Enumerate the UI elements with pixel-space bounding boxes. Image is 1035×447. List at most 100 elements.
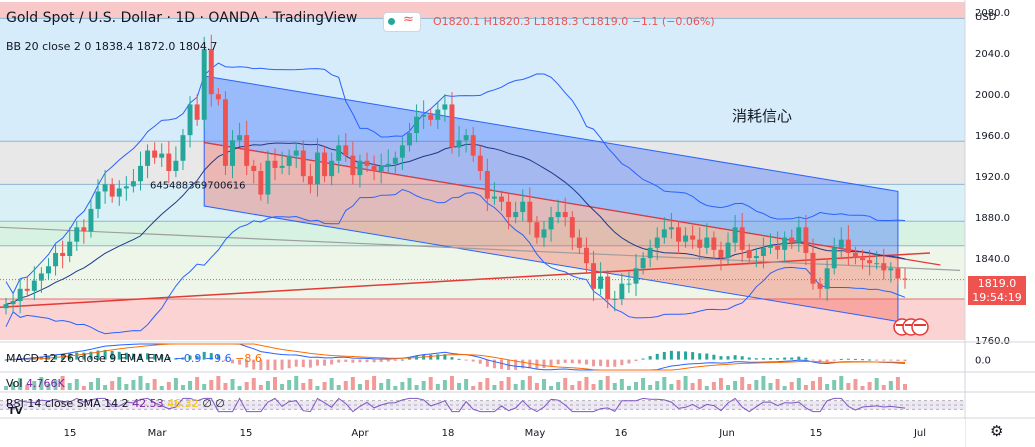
candle-body	[53, 252, 59, 267]
macd-bar	[89, 351, 93, 360]
candle-body	[874, 263, 880, 265]
volume-bar	[272, 377, 277, 390]
time-tick-label: 15	[64, 428, 77, 439]
macd-bar	[330, 359, 334, 365]
candle-body	[60, 252, 66, 257]
candle-body	[392, 157, 398, 164]
bb-legend[interactable]: BB 20 close 2 0 1838.4 1872.0 1804.7	[6, 40, 217, 53]
candle-body	[881, 263, 887, 271]
candle-body	[895, 268, 901, 279]
macd-bar	[797, 356, 801, 360]
volume-bar	[237, 386, 242, 390]
macd-bar	[769, 358, 773, 360]
volume-bar	[775, 379, 780, 390]
candle-body	[251, 165, 257, 171]
volume-bar	[485, 378, 490, 390]
volume-bar	[88, 382, 93, 390]
volume-bar	[223, 383, 228, 390]
macd-bar	[712, 354, 716, 360]
volume-bar	[386, 379, 391, 390]
candle-body	[725, 242, 731, 259]
volume-bar	[464, 379, 469, 390]
macd-bar	[400, 359, 404, 361]
volume-bar	[336, 385, 341, 390]
macd-v2: −9.6	[204, 352, 232, 365]
candle-body	[329, 160, 335, 177]
candle-body	[258, 171, 264, 195]
volume-bar	[648, 385, 653, 390]
macd-bar	[733, 355, 737, 360]
macd-bar	[32, 357, 36, 360]
candle-body	[336, 145, 342, 161]
volume-bar	[442, 380, 447, 390]
price-tick-label: 2040.0	[975, 49, 1010, 60]
candle-body	[562, 211, 568, 218]
rsi-v3: ∅ ∅	[202, 397, 225, 410]
time-tick-label: Jun	[718, 428, 735, 439]
rsi-legend[interactable]: RSI 14 close SMA 14 2 42.53 46.32 ∅ ∅	[6, 397, 225, 410]
candle-body	[640, 258, 646, 269]
candle-body	[548, 217, 554, 230]
macd-bar	[889, 359, 893, 361]
candle-body	[718, 249, 724, 259]
time-tick-label: Jul	[913, 428, 926, 439]
volume-bar	[350, 377, 355, 390]
countdown-label: 19:54:19	[968, 290, 1026, 305]
vol-legend[interactable]: Vol 4.766K	[6, 377, 65, 390]
macd-bar	[436, 354, 440, 360]
macd-bar	[669, 350, 673, 360]
candle-body	[499, 196, 504, 202]
volume-bar	[874, 378, 879, 390]
macd-bar	[365, 359, 369, 363]
time-tick-label: 15	[810, 428, 823, 439]
candle-body	[173, 160, 179, 171]
macd-bar	[500, 359, 504, 370]
candle-body	[456, 140, 462, 148]
candle-body	[569, 217, 575, 238]
volume-bar	[888, 381, 893, 390]
settings-gear-icon[interactable]: ⚙	[990, 422, 1004, 440]
symbol-title[interactable]: Gold Spot / U.S. Dollar · 1D · OANDA · T…	[6, 10, 358, 26]
time-axis-bg	[0, 419, 965, 447]
event-flag-stripe	[896, 324, 908, 326]
macd-bar	[259, 359, 263, 370]
macd-bar	[563, 359, 567, 363]
candle-body	[775, 245, 781, 250]
volume-bar	[67, 383, 72, 390]
currency-label[interactable]: USD	[975, 12, 997, 23]
volume-bar	[577, 381, 582, 390]
volume-bar	[329, 378, 334, 390]
change-value: −1.1 (−0.06%)	[631, 15, 715, 28]
macd-bar	[379, 359, 383, 362]
volume-bar	[188, 381, 193, 390]
volume-bar	[471, 386, 476, 390]
macd-bar	[294, 359, 298, 367]
volume-bar	[825, 384, 830, 390]
price-tick-label: 1880.0	[975, 213, 1010, 224]
candle-body	[739, 227, 745, 250]
candle-body	[88, 208, 94, 232]
chart-annotation[interactable]: 消耗信心	[732, 107, 793, 125]
candle-body	[272, 160, 278, 168]
candle-body	[180, 135, 186, 161]
macd-v1: −0.9	[174, 352, 202, 365]
candle-body	[831, 247, 837, 269]
candles	[3, 34, 908, 315]
macd-legend[interactable]: MACD 12 26 close 9 EMA EMA −0.9 −9.6 −8.…	[6, 352, 262, 365]
volume-bar	[591, 384, 596, 390]
candle-body	[116, 188, 122, 197]
macd-bar	[606, 359, 610, 367]
candle-body	[824, 268, 830, 289]
bb-upper	[5, 62, 906, 295]
status-pill[interactable]: ≈	[383, 12, 421, 32]
rsi-line	[6, 397, 906, 413]
candle-body	[576, 237, 582, 248]
gray-trendline	[0, 226, 961, 271]
fib-zone-0	[0, 2, 965, 19]
macd-bar	[315, 359, 319, 366]
macd-bar	[457, 358, 461, 360]
macd-bar	[443, 354, 447, 360]
candle-body	[796, 227, 802, 243]
volume-bar	[711, 382, 716, 390]
